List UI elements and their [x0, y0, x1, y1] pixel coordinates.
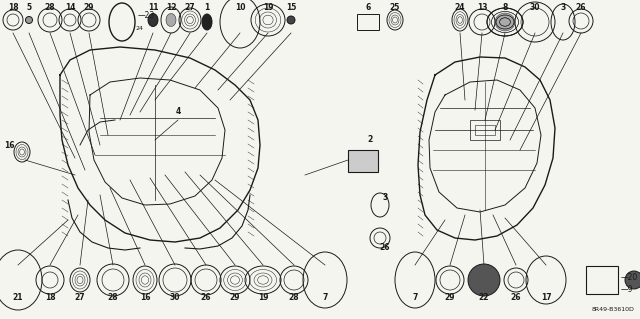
Text: 7: 7 [412, 293, 418, 302]
Text: 18: 18 [8, 3, 19, 11]
Text: 27: 27 [75, 293, 85, 302]
Text: 29: 29 [84, 3, 94, 11]
Text: 3: 3 [382, 192, 388, 202]
Text: 24: 24 [136, 26, 144, 31]
Text: 16: 16 [4, 140, 14, 150]
Ellipse shape [495, 13, 515, 31]
Text: 13: 13 [477, 3, 487, 11]
Ellipse shape [166, 13, 176, 26]
Text: 14: 14 [65, 3, 76, 11]
Text: 29: 29 [445, 293, 455, 302]
Text: 26: 26 [201, 293, 211, 302]
Text: 22: 22 [479, 293, 489, 302]
Text: 17: 17 [541, 293, 551, 302]
Text: 28: 28 [45, 3, 55, 11]
Ellipse shape [468, 264, 500, 296]
Ellipse shape [148, 13, 158, 26]
Bar [475, 125, 495, 135]
Text: 26: 26 [576, 3, 586, 11]
Text: 19: 19 [258, 293, 268, 302]
Text: 19: 19 [263, 3, 273, 11]
Text: —9: —9 [621, 286, 634, 294]
Text: 4: 4 [175, 108, 180, 116]
Text: 8: 8 [502, 3, 508, 11]
Text: 29: 29 [230, 293, 240, 302]
Ellipse shape [26, 17, 33, 24]
Bar [357, 14, 379, 30]
Text: 28: 28 [289, 293, 300, 302]
Bar [348, 150, 378, 172]
Text: 25: 25 [390, 3, 400, 11]
Text: 2: 2 [367, 136, 372, 145]
Text: 18: 18 [45, 293, 55, 302]
Text: 6: 6 [365, 3, 371, 11]
Text: 26: 26 [511, 293, 521, 302]
Text: 11: 11 [148, 3, 158, 11]
Text: 7: 7 [323, 293, 328, 302]
Text: 10: 10 [235, 3, 245, 11]
Text: 8R49-B3610D: 8R49-B3610D [592, 307, 635, 312]
Bar [586, 266, 618, 294]
Text: 1: 1 [204, 3, 210, 11]
Ellipse shape [202, 14, 212, 30]
Text: 16: 16 [140, 293, 150, 302]
Text: 12: 12 [166, 3, 176, 11]
Text: 27: 27 [185, 3, 195, 11]
Text: 30: 30 [530, 3, 540, 11]
Text: —23: —23 [138, 11, 156, 20]
Text: 24: 24 [455, 3, 465, 11]
Ellipse shape [287, 16, 295, 24]
Ellipse shape [625, 271, 640, 289]
Text: 3: 3 [561, 3, 566, 11]
Text: 30: 30 [170, 293, 180, 302]
Text: —20: —20 [621, 273, 638, 283]
Text: 15: 15 [286, 3, 296, 11]
Text: 26: 26 [380, 243, 390, 253]
Bar [470, 120, 500, 140]
Text: 21: 21 [13, 293, 23, 302]
Text: 28: 28 [108, 293, 118, 302]
Text: 5: 5 [26, 3, 31, 11]
